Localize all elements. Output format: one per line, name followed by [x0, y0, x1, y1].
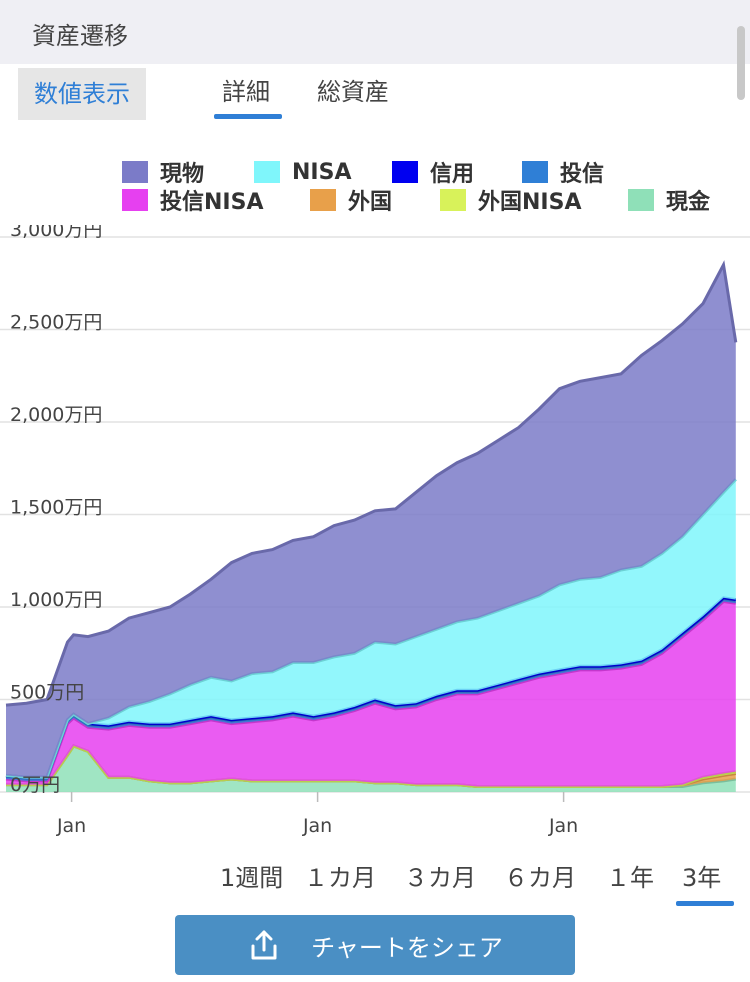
series-line-現物 — [5, 260, 738, 707]
numeric-display-button[interactable]: 数値表示 — [18, 68, 146, 120]
period-6-months[interactable]: ６カ月 — [504, 864, 576, 892]
x-tick-label: Jan — [302, 815, 332, 837]
y-tick-label: 0万円 — [10, 774, 60, 796]
area-series-現物 — [6, 264, 736, 778]
y-tick-label: 2,500万円 — [10, 312, 102, 334]
legend-label: 投信NISA — [160, 190, 264, 215]
legend-label: 信用 — [430, 162, 475, 187]
legend-swatch — [522, 161, 548, 183]
period-1-year[interactable]: １年 — [606, 864, 654, 892]
legend-item-nisa[interactable]: NISA — [254, 158, 351, 186]
share-upload-icon — [251, 930, 277, 960]
y-tick-label: 3,000万円 — [10, 225, 102, 241]
y-tick-label: 1,500万円 — [10, 497, 102, 519]
active-period-indicator — [676, 901, 734, 906]
legend-swatch — [122, 161, 148, 183]
x-tick-label: Jan — [56, 815, 86, 837]
legend-swatch — [440, 189, 466, 211]
y-axis-labels: 3,000万円 2,500万円 2,000万円 1,500万円 1,000万円 500万円… — [10, 225, 102, 796]
legend-label: NISA — [292, 159, 352, 185]
x-tick-label: Jan — [548, 815, 578, 837]
share-chart-button[interactable]: チャートをシェア — [175, 915, 575, 975]
period-3-years[interactable]: 3年 — [682, 864, 722, 892]
area-series-NISA — [6, 479, 736, 778]
legend-item-genbutsu[interactable]: 現物 — [122, 158, 205, 187]
tab-total-assets[interactable]: 総資産 — [317, 78, 389, 106]
period-1-week[interactable]: 1週間 — [220, 864, 284, 892]
chart-legend: 現物 NISA 信用 投信 投信NISA 外国 外国NISA 現金 — [0, 155, 750, 215]
x-axis-labels: Jan Jan Jan — [56, 815, 578, 837]
legend-item-toshin-nisa[interactable]: 投信NISA — [122, 186, 264, 215]
scrollbar[interactable] — [737, 26, 745, 100]
period-selector: 1週間 １カ月 ３カ月 ６カ月 １年 3年 — [0, 858, 750, 902]
y-tick-label: 1,000万円 — [10, 589, 102, 611]
active-tab-indicator — [214, 114, 282, 119]
legend-item-gaikoku[interactable]: 外国 — [310, 186, 393, 215]
legend-swatch — [254, 161, 280, 183]
period-3-months[interactable]: ３カ月 — [404, 864, 476, 892]
asset-transition-chart[interactable]: 3,000万円 2,500万円 2,000万円 1,500万円 1,000万円 500万円… — [0, 225, 750, 855]
legend-label: 外国NISA — [478, 190, 582, 215]
header-bar: 資産遷移 — [0, 0, 750, 100]
legend-label: 外国 — [348, 190, 393, 215]
area-series-投信NISA — [6, 601, 736, 787]
legend-label: 現物 — [160, 162, 205, 187]
legend-item-gaikoku-nisa[interactable]: 外国NISA — [440, 186, 582, 215]
legend-label: 投信 — [560, 162, 605, 187]
page-title: 資産遷移 — [32, 22, 128, 50]
legend-swatch — [310, 189, 336, 211]
legend-item-genkin[interactable]: 現金 — [628, 186, 711, 215]
legend-item-shinyo[interactable]: 信用 — [392, 158, 475, 187]
legend-item-toshin[interactable]: 投信 — [522, 158, 605, 187]
legend-swatch — [628, 189, 654, 211]
share-button-label: チャートをシェア — [311, 933, 503, 962]
area-layer — [5, 260, 738, 792]
legend-swatch — [122, 189, 148, 211]
tab-detail[interactable]: 詳細 — [222, 78, 270, 106]
y-tick-label: 500万円 — [10, 682, 84, 704]
y-tick-label: 2,000万円 — [10, 404, 102, 426]
period-1-month[interactable]: １カ月 — [304, 864, 376, 892]
legend-label: 現金 — [666, 190, 711, 215]
legend-swatch — [392, 161, 418, 183]
